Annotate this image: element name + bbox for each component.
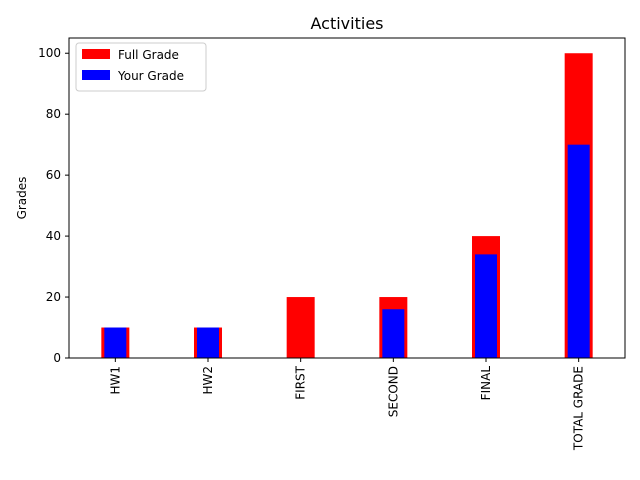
x-axis-ticks: HW1 HW2 FIRST SECOND FINAL TOTAL GRADE (108, 358, 586, 451)
legend-label: Your Grade (117, 69, 184, 83)
y-axis-ticks: 0 20 40 60 80 100 (38, 46, 69, 365)
bar-full-grade-first (286, 297, 315, 358)
y-tick-label: 60 (46, 168, 61, 182)
bars-group (101, 53, 593, 358)
x-tick-label: FIRST (294, 365, 308, 399)
legend-swatch (82, 49, 110, 59)
y-axis-label: Grades (15, 177, 29, 220)
bar-your-grade-final (475, 254, 497, 358)
x-tick-label: HW1 (108, 366, 122, 395)
y-tick-label: 20 (46, 290, 61, 304)
x-tick-label: SECOND (386, 366, 400, 417)
y-tick-label: 40 (46, 229, 61, 243)
y-tick-label: 80 (46, 107, 61, 121)
bar-your-grade-hw1 (104, 327, 127, 358)
bar-your-grade-second (382, 309, 405, 358)
legend-swatch (82, 70, 110, 80)
x-tick-label: TOTAL GRADE (572, 366, 586, 451)
legend-label: Full Grade (118, 48, 179, 62)
legend: Full Grade Your Grade (75, 42, 207, 92)
x-tick-label: HW2 (201, 366, 215, 395)
chart-title: Activities (311, 14, 384, 33)
y-tick-label: 0 (53, 351, 61, 365)
plot-frame (68, 37, 626, 359)
bar-your-grade-hw2 (197, 327, 219, 358)
x-tick-label: FINAL (479, 366, 493, 401)
bar-your-grade-total-grade (567, 144, 590, 358)
y-tick-label: 100 (38, 46, 61, 60)
